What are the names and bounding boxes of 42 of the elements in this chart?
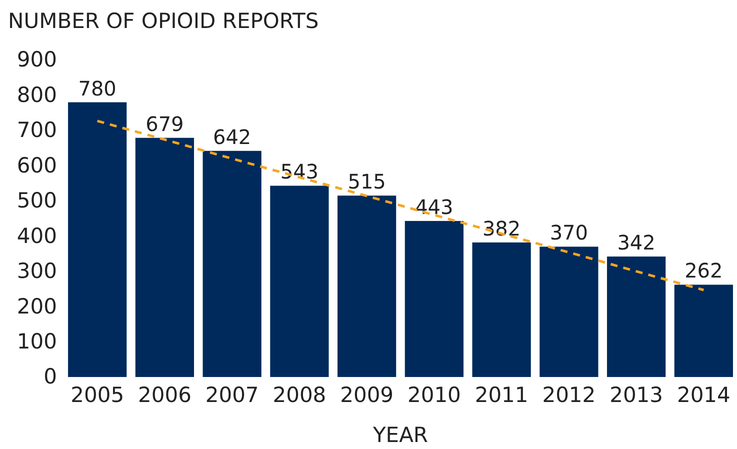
data-label: 780 <box>78 76 116 100</box>
x-tick-label: 2012 <box>542 383 596 408</box>
x-tick-label: 2009 <box>340 383 394 408</box>
y-tick-label: 800 <box>16 82 57 107</box>
x-tick-label: 2010 <box>407 383 461 408</box>
data-label: 443 <box>415 194 454 219</box>
chart-title: NUMBER OF OPIOID REPORTS <box>8 9 319 33</box>
y-tick-label: 100 <box>16 330 57 354</box>
bar <box>68 102 127 377</box>
x-tick-label: 2005 <box>70 383 124 408</box>
bar <box>338 196 396 377</box>
x-tick-label: 2006 <box>138 383 192 408</box>
x-tick-label: 2007 <box>205 383 259 408</box>
x-axis-title: YEAR <box>372 423 428 447</box>
y-tick-label: 700 <box>16 118 57 142</box>
y-tick-label: 200 <box>16 294 57 318</box>
y-tick-label: 300 <box>16 259 57 284</box>
bar <box>606 256 666 377</box>
bar <box>270 186 329 377</box>
data-label: 515 <box>348 170 386 194</box>
bar <box>404 220 464 377</box>
y-tick-label: 900 <box>16 48 57 72</box>
bar <box>202 150 262 377</box>
x-tick-label: 2011 <box>474 383 528 408</box>
data-label: 370 <box>550 220 588 245</box>
data-label: 679 <box>146 112 184 136</box>
y-tick-label: 600 <box>16 153 57 178</box>
data-label: 262 <box>684 258 723 283</box>
data-label: 342 <box>617 230 656 255</box>
y-tick-label: 400 <box>16 224 57 248</box>
data-label: 382 <box>482 216 521 240</box>
y-tick-label: 0 <box>44 364 57 389</box>
x-tick-label: 2014 <box>676 383 730 408</box>
bar <box>674 284 733 377</box>
x-tick-label: 2013 <box>610 383 664 408</box>
bar <box>472 242 531 377</box>
y-tick-label: 500 <box>16 188 57 213</box>
data-label: 642 <box>212 124 252 149</box>
x-tick-label: 2008 <box>272 383 326 408</box>
data-label: 543 <box>280 160 319 184</box>
bar <box>540 246 598 377</box>
bar <box>135 138 194 377</box>
